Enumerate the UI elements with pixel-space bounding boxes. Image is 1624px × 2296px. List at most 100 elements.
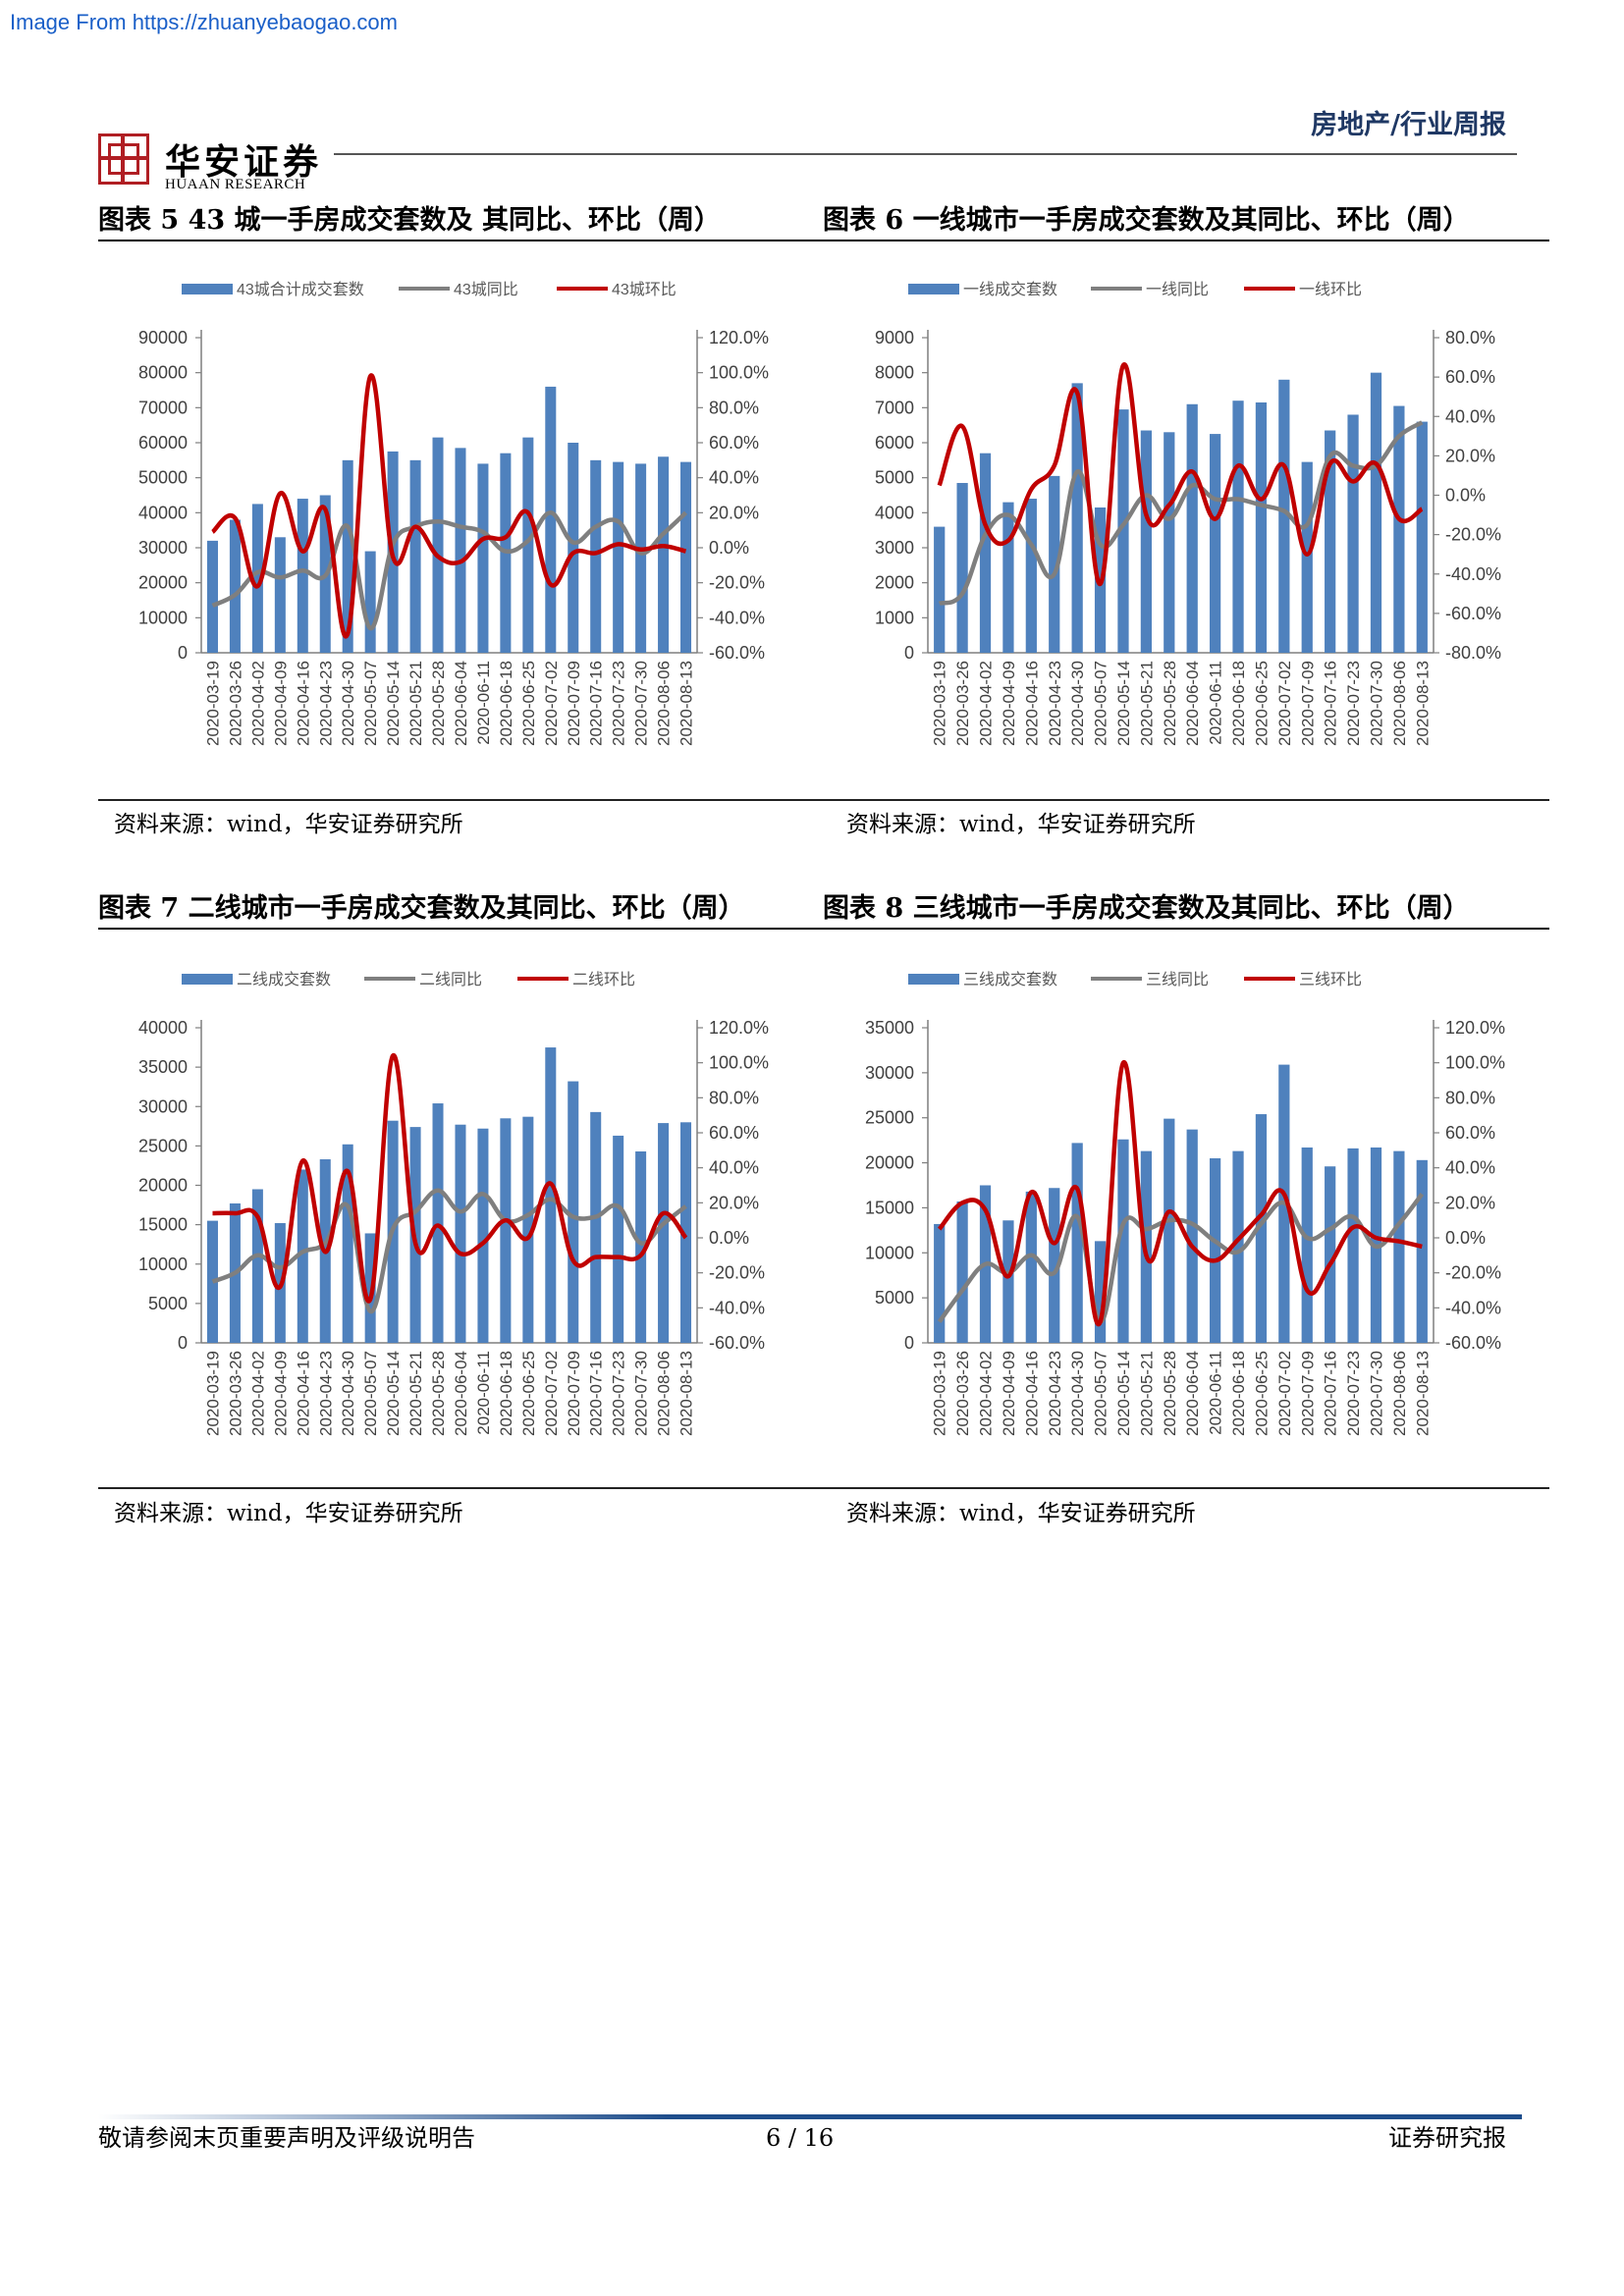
x-tick-label: 2020-07-16	[1322, 661, 1340, 746]
bar	[1209, 1157, 1221, 1343]
right-tick-label: 120.0%	[709, 328, 769, 347]
bar	[1049, 1188, 1060, 1343]
left-tick-label: 30000	[865, 1063, 914, 1083]
left-tick-label: 20000	[138, 1176, 188, 1196]
legend-label: 一线成交套数	[963, 281, 1057, 298]
right-tick-label: 0.0%	[709, 1228, 749, 1248]
x-tick-label: 2020-07-09	[1298, 1351, 1317, 1436]
left-tick-label: 15000	[138, 1215, 188, 1235]
right-tick-label: -40.0%	[709, 1298, 765, 1317]
bar	[432, 437, 444, 653]
chart-legend: 二线成交套数 二线同比 二线环比	[182, 971, 635, 988]
x-tick-label: 2020-08-06	[1390, 1351, 1409, 1436]
bar	[1301, 461, 1313, 653]
right-tick-label: -60.0%	[709, 1333, 765, 1353]
bar	[1232, 1150, 1244, 1343]
bar	[934, 1223, 946, 1343]
watermark[interactable]: Image From https://zhuanyebaogao.com	[10, 10, 398, 34]
bar	[251, 1189, 263, 1343]
bar	[455, 448, 466, 653]
header-divider	[334, 153, 1517, 155]
company-logo: 华安证券 HUAAN RESEARCH	[98, 133, 324, 198]
x-tick-label: 2020-04-30	[339, 1351, 357, 1436]
bar	[1049, 475, 1060, 653]
right-tick-label: 60.0%	[709, 1123, 759, 1143]
bar	[568, 1081, 579, 1343]
x-tick-label: 2020-04-30	[1068, 661, 1087, 746]
x-tick-label: 2020-08-06	[1390, 661, 1409, 746]
x-tick-label: 2020-03-26	[953, 661, 972, 746]
bar	[1325, 430, 1336, 653]
x-tick-label: 2020-05-28	[1161, 1351, 1179, 1436]
x-tick-label: 2020-04-02	[977, 661, 996, 746]
right-tick-label: 80.0%	[709, 398, 759, 417]
left-tick-label: 80000	[138, 363, 188, 383]
legend-label: 二线环比	[572, 971, 635, 988]
left-tick-label: 20000	[138, 573, 188, 593]
left-tick-label: 0	[904, 1333, 914, 1353]
bar	[500, 1118, 512, 1343]
bar	[1393, 405, 1405, 653]
left-tick-label: 7000	[875, 398, 914, 417]
x-tick-label: 2020-04-16	[1022, 1351, 1041, 1436]
bar	[545, 386, 557, 653]
bar	[590, 1111, 602, 1343]
bar	[658, 456, 670, 653]
x-tick-label: 2020-08-13	[677, 661, 696, 746]
x-tick-label: 2020-03-26	[226, 661, 244, 746]
x-tick-label: 2020-08-13	[1413, 1351, 1432, 1436]
left-tick-label: 20000	[865, 1153, 914, 1173]
x-tick-label: 2020-03-19	[931, 1351, 949, 1436]
figure-6-title: 图表 6 一线城市一手房成交套数及其同比、环比（周）	[823, 205, 1470, 236]
chart-legend: 一线成交套数 一线同比 一线环比	[908, 281, 1362, 298]
bar	[1164, 432, 1175, 653]
left-tick-label: 1000	[875, 608, 914, 627]
left-tick-label: 10000	[138, 608, 188, 627]
legend-label: 43城环比	[612, 281, 677, 298]
bar	[1255, 401, 1268, 653]
x-tick-label: 2020-05-07	[361, 1351, 380, 1436]
mom-line	[210, 373, 687, 639]
right-tick-label: 0.0%	[709, 538, 749, 558]
bar	[1117, 1139, 1129, 1343]
figure-5-source: 资料来源：wind，华安证券研究所	[114, 812, 463, 837]
bar	[613, 461, 624, 653]
chart-svg: 三线成交套数 三线同比 三线环比 0 5000 10000 15000 20000 25000 3…	[865, 971, 1505, 1436]
x-tick-label: 2020-06-18	[497, 1351, 515, 1436]
x-tick-label: 2020-07-30	[632, 1351, 651, 1436]
bar	[522, 437, 534, 653]
right-tick-label: -60.0%	[1445, 1333, 1501, 1353]
seal-icon	[98, 133, 149, 185]
right-tick-label: 80.0%	[1445, 328, 1495, 347]
chart-tier3-cities: 三线成交套数 三线同比 三线环比 0 5000 10000 15000 20000 25000 3…	[825, 947, 1542, 1477]
left-tick-label: 5000	[148, 1294, 188, 1313]
x-tick-label: 2020-05-14	[1114, 1351, 1133, 1436]
bar	[229, 519, 241, 653]
left-tick-label: 0	[178, 1333, 188, 1353]
right-tick-label: 80.0%	[1445, 1088, 1495, 1107]
bar	[680, 1122, 692, 1343]
left-tick-label: 25000	[865, 1108, 914, 1128]
x-tick-label: 2020-07-30	[632, 661, 651, 746]
logo-name-en: HUAAN RESEARCH	[165, 177, 306, 192]
figure-row-1-bottom-rule	[98, 799, 1549, 801]
bar	[455, 1124, 466, 1343]
bar	[590, 459, 602, 653]
bar	[1025, 1191, 1037, 1343]
x-tick-label: 2020-06-18	[1229, 1351, 1248, 1436]
legend-label: 二线同比	[419, 971, 482, 988]
x-tick-label: 2020-05-21	[1137, 661, 1156, 746]
bar	[342, 459, 353, 653]
x-tick-label: 2020-06-25	[1252, 661, 1271, 746]
right-tick-label: 0.0%	[1445, 486, 1486, 506]
legend-swatch	[182, 974, 233, 985]
x-tick-label: 2020-04-02	[248, 1351, 267, 1436]
bar	[1416, 421, 1428, 653]
x-tick-label: 2020-07-09	[1298, 661, 1317, 746]
x-tick-label: 2020-05-07	[1092, 1351, 1110, 1436]
bar	[1071, 383, 1083, 653]
x-tick-label: 2020-05-28	[1161, 661, 1179, 746]
right-tick-label: 120.0%	[1445, 1018, 1505, 1038]
right-tick-label: 40.0%	[709, 468, 759, 488]
right-tick-label: -20.0%	[1445, 525, 1501, 545]
